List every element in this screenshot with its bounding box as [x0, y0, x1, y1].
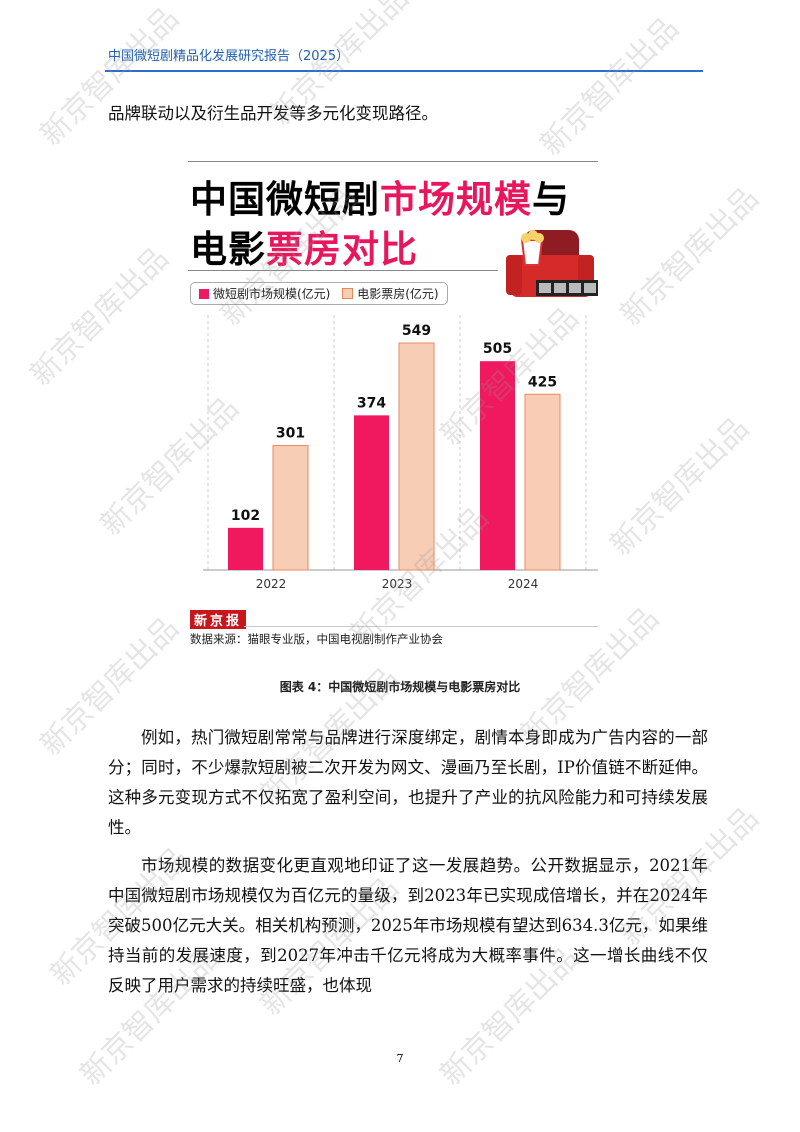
figure-title-line2: 电影票房对比: [190, 228, 418, 271]
page-number: 7: [396, 1052, 404, 1065]
intro-line: 品牌联动以及衍生品开发等多元化变现路径。: [108, 104, 438, 123]
legend-label-short-drama: 微短剧市场规模(亿元): [213, 287, 331, 301]
data-label: 505: [483, 341, 512, 357]
x-tick-label: 2022: [256, 577, 287, 591]
data-label: 425: [528, 374, 557, 390]
x-tick-label: 2023: [382, 577, 413, 591]
figure-caption: 图表 4：中国微短剧市场规模与电影票房对比: [279, 680, 521, 694]
title-bottom-rule: [188, 270, 498, 271]
bar-2024-short-drama: [480, 361, 515, 570]
title-top-rule: [188, 161, 598, 162]
x-tick-label: 2024: [508, 577, 539, 591]
figure: 中国微短剧市场规模与 电影票房对比 微短剧市场规模(亿元) 电影票房(亿元) 1…: [188, 155, 600, 646]
header-rule: [105, 70, 703, 72]
body-paragraph-1: 例如，热门微短剧常常与品牌进行深度绑定，剧情本身即成为广告内容的一部分；同时，不…: [108, 728, 708, 837]
legend-swatch-short-drama: [199, 289, 209, 299]
legend-swatch-box-office: [342, 288, 354, 299]
source-rule: [244, 626, 598, 627]
figure-title-line1: 中国微短剧市场规模与: [190, 178, 570, 221]
running-header: 中国微短剧精品化发展研究报告（2025）: [108, 49, 350, 64]
data-label: 301: [276, 426, 305, 442]
chart-legend: 微短剧市场规模(亿元) 电影票房(亿元): [190, 282, 448, 305]
publisher-logo: 新京报: [190, 610, 247, 629]
data-label: 374: [357, 395, 386, 411]
bar-2023-box-office: [398, 342, 435, 571]
bar-2023-short-drama: [354, 415, 389, 570]
data-source: 数据来源：猫眼专业版，中国电视剧制作产业协会: [190, 632, 443, 646]
cinema-seat-popcorn-icon: [506, 230, 598, 297]
watermark: 新京智库出品: [603, 410, 756, 563]
data-label: 549: [402, 323, 431, 339]
watermark: 新京智库出品: [23, 240, 176, 393]
bar-2022-short-drama: [228, 527, 263, 570]
bar-2024-box-office: [524, 393, 561, 571]
legend-label-box-office: 电影票房(亿元): [357, 287, 439, 301]
data-label: 102: [231, 508, 260, 524]
watermark: 新京智库出品: [33, 0, 186, 153]
bar-chart: 102 301 2022 374 549 2023 505 425 2024: [203, 315, 598, 591]
body-paragraph-2: 市场规模的数据变化更直观地印证了这一发展趋势。公开数据显示，2021年中国微短剧…: [108, 856, 708, 995]
bar-2022-box-office: [272, 445, 309, 571]
watermark: 新京智库出品: [533, 10, 686, 163]
watermark: 新京智库出品: [613, 180, 766, 333]
